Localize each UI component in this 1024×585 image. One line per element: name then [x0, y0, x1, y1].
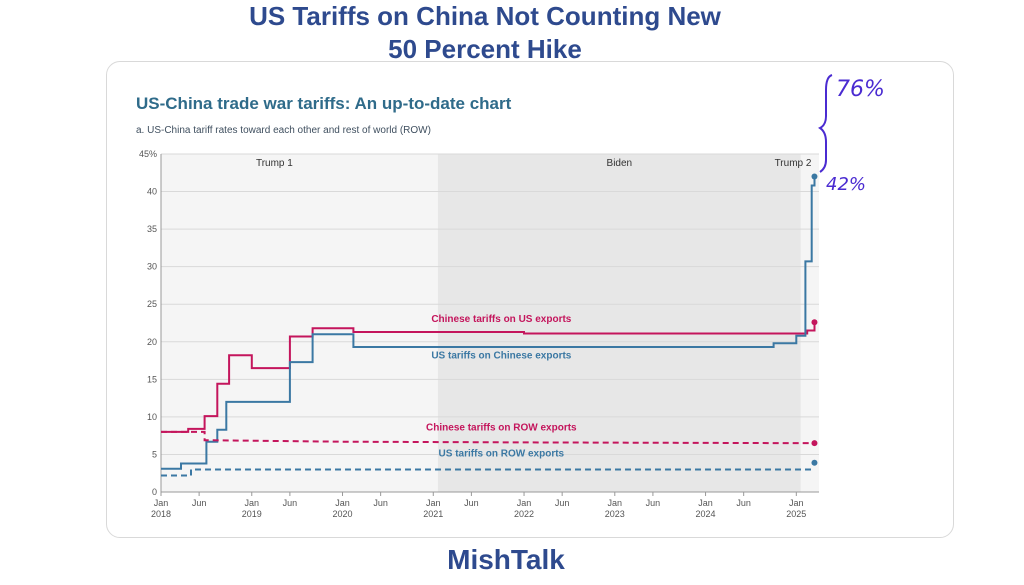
x-tick-year-label: 2018 — [151, 509, 171, 519]
series-line-3 — [161, 468, 815, 477]
period-label: Biden — [607, 158, 633, 169]
headline-line-1: US Tariffs on China Not Counting New — [249, 1, 721, 31]
x-tick-label: Jan — [245, 498, 260, 508]
y-tick-label: 10 — [147, 412, 157, 422]
x-tick-label: Jun — [464, 498, 479, 508]
annotation-76-percent: 76% — [836, 77, 885, 102]
series-line-2 — [161, 430, 815, 445]
y-tick-label: 5 — [152, 449, 157, 459]
series-end-dot-0 — [811, 319, 818, 326]
y-tick-label: 30 — [147, 262, 157, 272]
series-end-dot-3 — [811, 459, 818, 466]
x-tick-label: Jan — [517, 498, 532, 508]
footer-brand: MishTalk — [447, 544, 565, 575]
y-tick-label: 0 — [152, 487, 157, 497]
x-tick-year-label: 2025 — [786, 509, 806, 519]
period-band-1 — [437, 154, 801, 492]
annotation-42-percent: 42% — [826, 174, 866, 195]
chart-subtitle: a. US-China tariff rates toward each oth… — [136, 125, 431, 136]
series-label: Chinese tariffs on US exports — [431, 314, 571, 325]
x-tick-label: Jun — [283, 498, 298, 508]
x-tick-label: Jan — [154, 498, 169, 508]
x-tick-label: Jun — [373, 498, 388, 508]
x-tick-label: Jun — [736, 498, 751, 508]
series-line-1 — [161, 176, 816, 470]
period-label: Trump 1 — [256, 158, 293, 169]
x-tick-year-label: 2024 — [696, 509, 716, 519]
chart-title: US-China trade war tariffs: An up-to-dat… — [136, 94, 512, 113]
x-tick-year-label: 2022 — [514, 509, 534, 519]
y-tick-label: 35 — [147, 224, 157, 234]
annotation-bracket — [818, 74, 833, 173]
x-tick-label: Jan — [335, 498, 350, 508]
x-tick-label: Jun — [646, 498, 661, 508]
series-label: US tariffs on ROW exports — [439, 449, 565, 460]
y-tick-label: 15 — [147, 374, 157, 384]
y-tick-label: 25 — [147, 299, 157, 309]
x-tick-label: Jan — [789, 498, 804, 508]
headline: US Tariffs on China Not Counting New 50 … — [0, 0, 970, 66]
x-tick-year-label: 2019 — [242, 509, 262, 519]
x-tick-label: Jun — [555, 498, 570, 508]
x-tick-label: Jan — [608, 498, 623, 508]
period-band-2 — [800, 154, 819, 492]
series-end-dot-1 — [811, 173, 818, 180]
y-tick-label: 20 — [147, 337, 157, 347]
x-tick-label: Jun — [192, 498, 207, 508]
x-tick-label: Jan — [426, 498, 441, 508]
x-tick-label: Jan — [698, 498, 713, 508]
period-band-0 — [161, 154, 438, 492]
series-label: US tariffs on Chinese exports — [431, 350, 571, 361]
x-tick-year-label: 2023 — [605, 509, 625, 519]
period-label: Trump 2 — [775, 158, 812, 169]
y-tick-label: 40 — [147, 187, 157, 197]
headline-line-2: 50 Percent Hike — [388, 34, 582, 64]
series-label: Chinese tariffs on ROW exports — [426, 422, 577, 433]
y-tick-label: 45% — [139, 149, 157, 159]
x-tick-year-label: 2020 — [333, 509, 353, 519]
x-tick-year-label: 2021 — [423, 509, 443, 519]
series-end-dot-2 — [811, 440, 818, 447]
